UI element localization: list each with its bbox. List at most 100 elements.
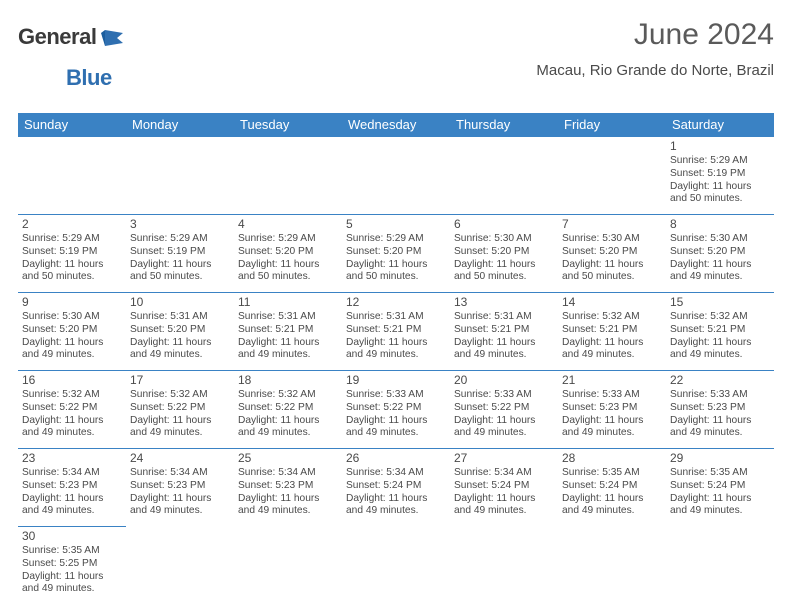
day-info-line: Daylight: 11 hours (238, 337, 338, 350)
day-info-line: Daylight: 11 hours (562, 415, 662, 428)
calendar-body: 1Sunrise: 5:29 AMSunset: 5:19 PMDaylight… (18, 137, 774, 605)
day-number: 22 (670, 373, 770, 388)
day-info-line: Sunset: 5:19 PM (22, 246, 122, 259)
day-number: 12 (346, 295, 446, 310)
day-info-line: Daylight: 11 hours (454, 337, 554, 350)
day-info-line: and 50 minutes. (670, 193, 770, 206)
day-info-line: Daylight: 11 hours (562, 259, 662, 272)
day-info-line: Sunset: 5:20 PM (562, 246, 662, 259)
day-number: 7 (562, 217, 662, 232)
calendar-cell: 5Sunrise: 5:29 AMSunset: 5:20 PMDaylight… (342, 215, 450, 293)
day-info-line: Daylight: 11 hours (670, 181, 770, 194)
day-info-line: Sunset: 5:20 PM (238, 246, 338, 259)
day-info-line: and 49 minutes. (22, 349, 122, 362)
day-info-line: Sunrise: 5:35 AM (670, 467, 770, 480)
calendar-cell: 19Sunrise: 5:33 AMSunset: 5:22 PMDayligh… (342, 371, 450, 449)
day-info-line: Sunset: 5:21 PM (238, 324, 338, 337)
day-info-line: Sunrise: 5:30 AM (454, 233, 554, 246)
day-info-line: Sunrise: 5:31 AM (346, 311, 446, 324)
calendar-cell: 2Sunrise: 5:29 AMSunset: 5:19 PMDaylight… (18, 215, 126, 293)
logo-word2: Blue (66, 65, 112, 90)
day-info-line: and 49 minutes. (346, 349, 446, 362)
calendar-cell: 9Sunrise: 5:30 AMSunset: 5:20 PMDaylight… (18, 293, 126, 371)
calendar-header-row: SundayMondayTuesdayWednesdayThursdayFrid… (18, 113, 774, 137)
day-info-line: Daylight: 11 hours (130, 337, 230, 350)
calendar-cell: 22Sunrise: 5:33 AMSunset: 5:23 PMDayligh… (666, 371, 774, 449)
day-number: 24 (130, 451, 230, 466)
flag-icon (101, 30, 123, 46)
day-info-line: Sunset: 5:20 PM (22, 324, 122, 337)
day-info-line: Daylight: 11 hours (22, 337, 122, 350)
calendar-cell (342, 527, 450, 605)
day-info-line: Daylight: 11 hours (22, 571, 122, 584)
calendar-cell (234, 527, 342, 605)
day-info-line: and 50 minutes. (22, 271, 122, 284)
calendar-cell: 12Sunrise: 5:31 AMSunset: 5:21 PMDayligh… (342, 293, 450, 371)
day-info-line: Sunrise: 5:32 AM (238, 389, 338, 402)
day-number: 8 (670, 217, 770, 232)
day-info-line: Daylight: 11 hours (130, 259, 230, 272)
calendar-cell (126, 137, 234, 215)
day-info-line: Sunset: 5:24 PM (454, 480, 554, 493)
calendar-week: 16Sunrise: 5:32 AMSunset: 5:22 PMDayligh… (18, 371, 774, 449)
calendar-cell (450, 137, 558, 215)
day-info-line: Daylight: 11 hours (346, 337, 446, 350)
calendar-cell (18, 137, 126, 215)
calendar-table: SundayMondayTuesdayWednesdayThursdayFrid… (18, 113, 774, 605)
day-info-line: and 50 minutes. (130, 271, 230, 284)
day-number: 27 (454, 451, 554, 466)
day-number: 11 (238, 295, 338, 310)
day-number: 25 (238, 451, 338, 466)
day-info-line: Sunset: 5:20 PM (130, 324, 230, 337)
day-info-line: Daylight: 11 hours (238, 493, 338, 506)
day-info-line: Sunrise: 5:31 AM (454, 311, 554, 324)
day-number: 14 (562, 295, 662, 310)
day-info-line: Sunrise: 5:31 AM (130, 311, 230, 324)
day-info-line: Daylight: 11 hours (22, 493, 122, 506)
day-number: 2 (22, 217, 122, 232)
day-info-line: Daylight: 11 hours (238, 259, 338, 272)
day-info-line: Sunset: 5:23 PM (22, 480, 122, 493)
day-info-line: Sunrise: 5:32 AM (670, 311, 770, 324)
calendar-cell: 6Sunrise: 5:30 AMSunset: 5:20 PMDaylight… (450, 215, 558, 293)
day-number: 5 (346, 217, 446, 232)
day-info-line: Daylight: 11 hours (130, 415, 230, 428)
day-info-line: Sunset: 5:22 PM (130, 402, 230, 415)
calendar-cell: 3Sunrise: 5:29 AMSunset: 5:19 PMDaylight… (126, 215, 234, 293)
day-info-line: Daylight: 11 hours (346, 493, 446, 506)
day-number: 10 (130, 295, 230, 310)
calendar-cell: 1Sunrise: 5:29 AMSunset: 5:19 PMDaylight… (666, 137, 774, 215)
day-info-line: Daylight: 11 hours (670, 259, 770, 272)
day-info-line: Sunrise: 5:30 AM (562, 233, 662, 246)
day-info-line: and 49 minutes. (670, 271, 770, 284)
calendar-cell: 21Sunrise: 5:33 AMSunset: 5:23 PMDayligh… (558, 371, 666, 449)
day-number: 15 (670, 295, 770, 310)
day-info-line: Sunrise: 5:34 AM (238, 467, 338, 480)
calendar-cell (126, 527, 234, 605)
calendar-cell: 8Sunrise: 5:30 AMSunset: 5:20 PMDaylight… (666, 215, 774, 293)
day-header: Wednesday (342, 113, 450, 137)
day-info-line: Sunrise: 5:29 AM (346, 233, 446, 246)
day-info-line: Daylight: 11 hours (670, 493, 770, 506)
day-info-line: Sunrise: 5:30 AM (670, 233, 770, 246)
day-number: 4 (238, 217, 338, 232)
day-header: Tuesday (234, 113, 342, 137)
day-info-line: and 49 minutes. (238, 505, 338, 518)
day-info-line: Daylight: 11 hours (562, 493, 662, 506)
day-info-line: Sunset: 5:22 PM (238, 402, 338, 415)
calendar-week: 1Sunrise: 5:29 AMSunset: 5:19 PMDaylight… (18, 137, 774, 215)
calendar-cell: 20Sunrise: 5:33 AMSunset: 5:22 PMDayligh… (450, 371, 558, 449)
day-info-line: Sunrise: 5:32 AM (22, 389, 122, 402)
day-info-line: Sunset: 5:20 PM (454, 246, 554, 259)
day-info-line: and 50 minutes. (562, 271, 662, 284)
day-number: 23 (22, 451, 122, 466)
day-info-line: and 50 minutes. (238, 271, 338, 284)
day-header: Friday (558, 113, 666, 137)
day-info-line: Sunrise: 5:34 AM (454, 467, 554, 480)
calendar-cell (558, 137, 666, 215)
day-info-line: Daylight: 11 hours (346, 259, 446, 272)
day-info-line: Sunrise: 5:29 AM (22, 233, 122, 246)
day-number: 13 (454, 295, 554, 310)
day-info-line: Sunset: 5:25 PM (22, 558, 122, 571)
day-info-line: Sunrise: 5:29 AM (130, 233, 230, 246)
